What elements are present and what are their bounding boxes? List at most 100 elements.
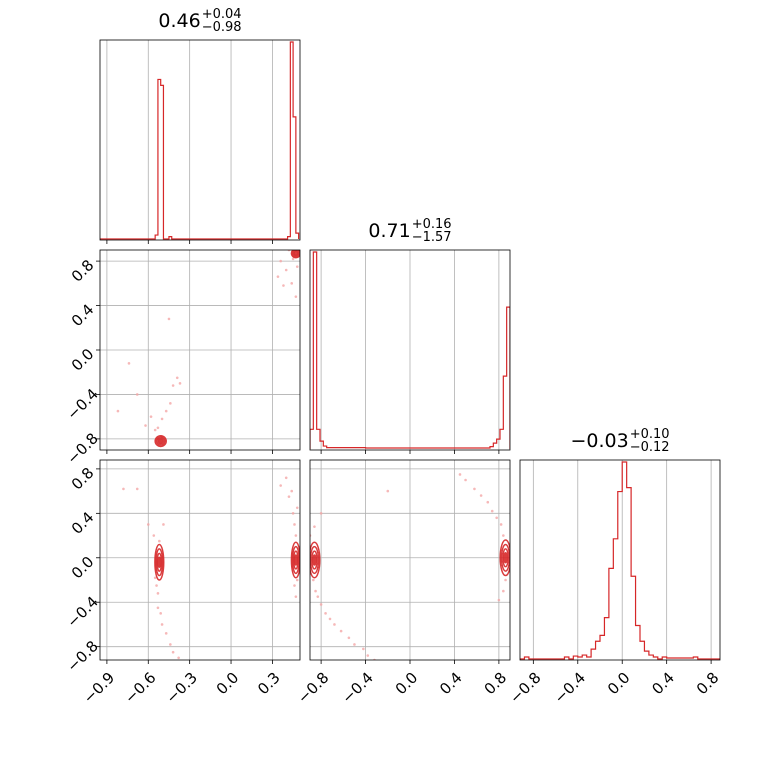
scatter-point [458,473,462,476]
scatter-point [294,595,298,598]
contour-level [500,543,510,572]
scatter-point [294,534,298,537]
y-tick-label: 0.0 [68,345,98,375]
panel-content [310,473,510,660]
scatter-point [502,589,505,593]
contour-level [154,435,167,448]
y-tick-label: −0.4 [63,385,101,423]
scatter-point [295,265,299,268]
contour-level [157,556,162,568]
scatter-point [164,409,168,413]
x-tick-label: −0.9 [80,669,118,707]
title-upper-error: +0.04 [201,7,242,22]
scatter-point [127,362,131,365]
histogram-step-line [100,41,300,240]
scatter-point [158,539,161,543]
panel-1-0 [96,249,301,454]
x-tick-label: −0.4 [338,669,376,707]
scatter-point [362,647,365,651]
axes-frame [99,459,301,661]
contour-level [155,436,166,446]
title-lower-error: −0.12 [629,440,670,455]
scatter-point [156,592,160,595]
scatter-point [293,523,296,526]
scatter-point [294,295,298,298]
scatter-point [146,523,150,526]
title-upper-error: +0.10 [629,427,670,442]
x-tick-label: −0.8 [294,669,332,707]
contour-level [310,541,321,579]
scatter-point [178,382,182,385]
scatter-point [279,259,282,263]
scatter-point [162,523,165,526]
panel-0-0 [99,39,301,244]
histogram-step-line [310,251,510,449]
scatter-point [287,495,291,498]
scatter-point [149,415,153,418]
scatter-point [291,257,295,261]
scatter-point [312,578,315,582]
contour-level [310,545,320,575]
scatter-point [290,282,294,285]
scatter-point [479,494,483,497]
scatter-point [144,424,147,427]
title-upper-error: +0.16 [411,217,452,232]
scatter-point [152,534,156,537]
axes-frame [519,459,721,661]
contour-level [293,251,298,256]
title-lower-error: −0.98 [201,20,242,35]
scatter-point [497,598,501,602]
panel-2-1 [309,459,511,664]
scatter-point [324,612,327,615]
title-param-0: 0.46 +0.04 −0.98 [158,8,241,34]
contour-level [502,548,509,568]
contour-level [312,554,317,566]
scatter-point [333,623,336,626]
y-tick-label: −0.8 [63,429,101,467]
scatter-point [153,576,157,580]
panel-content [116,250,300,448]
scatter-point [295,578,299,582]
scatter-point [293,584,296,587]
scatter-point [164,632,168,635]
scatter-point [386,489,390,493]
contour-level [158,438,163,444]
scatter-point [314,589,317,593]
y-tick-label: 0.0 [68,553,98,583]
x-tick-label: −0.3 [162,669,200,707]
contour-level [156,552,163,572]
scatter-point [167,317,171,321]
x-tick-label: −0.4 [551,669,589,707]
title-value: 0.71 [368,220,411,242]
histogram-step-line [520,461,720,660]
panel-content [122,476,300,660]
scatter-point [319,603,323,606]
scatter-point [353,643,356,646]
y-tick-label: 0.4 [68,508,98,538]
scatter-point [282,284,285,287]
scatter-point [155,584,158,587]
scatter-point [495,516,498,520]
scatter-point [135,487,139,491]
scatter-point [284,476,288,480]
x-tick-label: −0.6 [121,669,159,707]
scatter-point [160,623,164,626]
x-tick-label: −0.8 [506,669,544,707]
scatter-point [122,487,125,491]
axes-frame [99,39,301,241]
scatter-point [156,606,160,610]
scatter-point [499,523,503,526]
x-tick-label: 0.0 [392,669,422,699]
contour-level [291,250,300,258]
scatter-point [313,525,316,528]
scatter-point [464,478,467,482]
y-tick-label: 0.4 [68,300,98,330]
scatter-point [279,484,282,487]
panel-content [520,461,720,660]
x-tick-label: 0.4 [648,669,678,699]
scatter-point [339,629,343,633]
scatter-point [319,512,323,515]
scatter-point [473,487,476,491]
y-tick-label: −0.8 [63,637,101,675]
